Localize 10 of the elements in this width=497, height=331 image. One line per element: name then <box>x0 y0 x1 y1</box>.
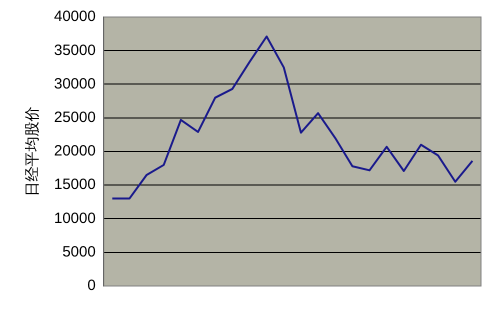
y-axis-title: 日经平均股价 <box>22 106 41 196</box>
y-tick-label: 10000 <box>54 210 96 227</box>
y-tick-label: 0 <box>87 277 96 294</box>
y-tick-label: 5000 <box>62 243 96 260</box>
y-tick-label: 30000 <box>54 75 96 92</box>
y-tick-label: 25000 <box>54 109 96 126</box>
y-tick-label: 20000 <box>54 142 96 160</box>
y-tick-label: 40000 <box>54 8 96 26</box>
y-tick-label: 15000 <box>54 176 96 194</box>
y-tick-label: 35000 <box>54 42 96 59</box>
